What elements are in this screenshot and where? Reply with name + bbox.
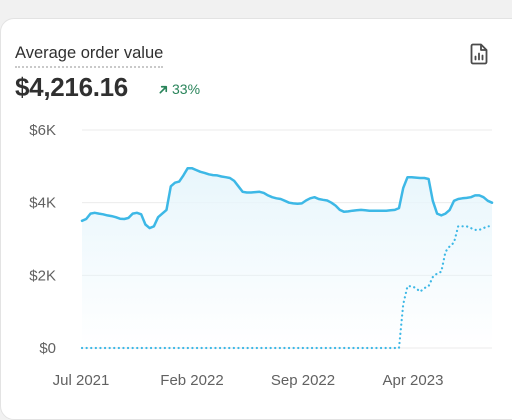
arrow-up-right-icon xyxy=(159,85,168,94)
metric-change-value: 33% xyxy=(172,81,201,97)
report-icon xyxy=(470,43,488,65)
x-tick-label: Apr 2023 xyxy=(383,372,444,389)
series-line-current xyxy=(80,166,494,230)
x-tick-label: Jul 2021 xyxy=(53,372,110,389)
metric-change-badge: 33% xyxy=(158,81,200,97)
series-line-comparison xyxy=(80,225,494,350)
y-tick-label: $6K xyxy=(29,122,56,139)
metric-value: $4,216.16 xyxy=(15,72,128,102)
x-tick-label: Feb 2022 xyxy=(160,372,223,389)
average-order-value-chart: $6K $4K $2K $0 Jul 2021 Feb 2022 Sep 2022 Apr 2… xyxy=(29,122,494,389)
y-tick-label: $4K xyxy=(29,195,56,212)
y-tick-label: $2K xyxy=(29,267,56,284)
metric-title[interactable]: Average order value xyxy=(15,44,164,68)
series-area-fill xyxy=(82,168,492,348)
view-report-button[interactable] xyxy=(466,40,492,68)
x-tick-label: Sep 2022 xyxy=(271,372,335,389)
y-tick-label: $0 xyxy=(39,340,56,357)
